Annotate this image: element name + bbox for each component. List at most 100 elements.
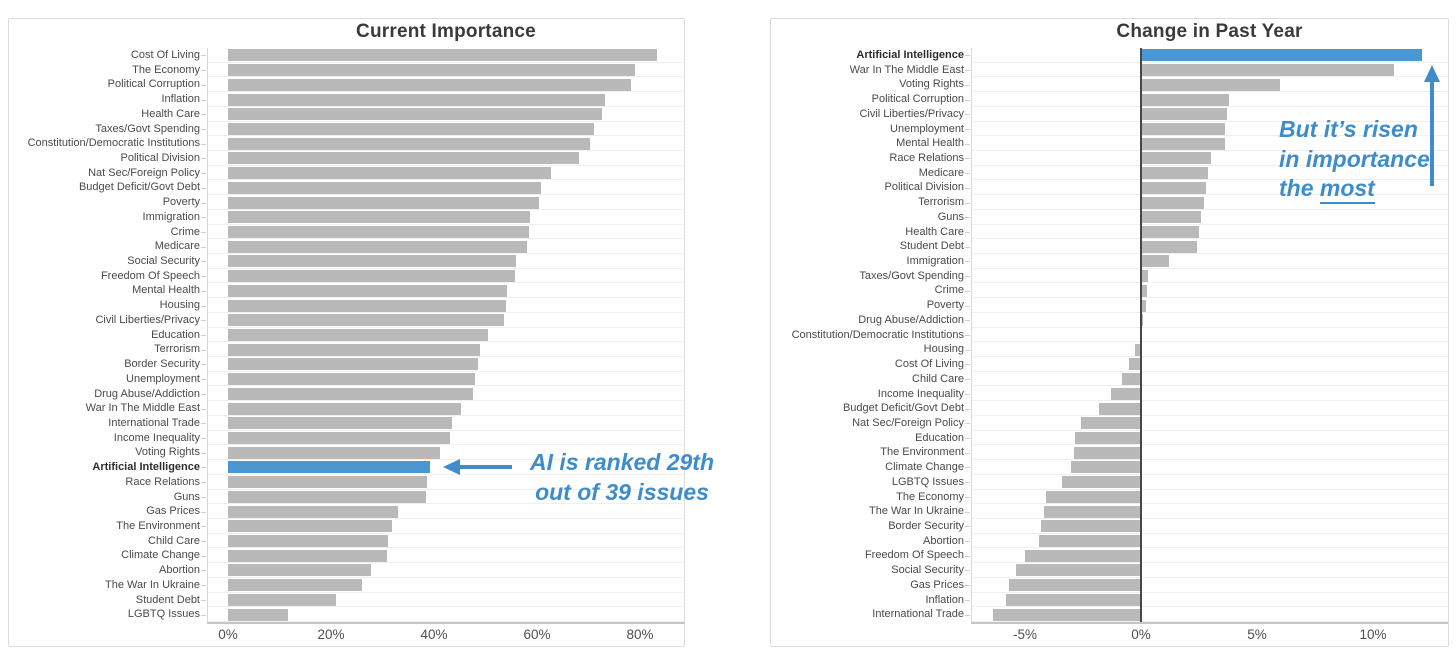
bar <box>228 93 606 106</box>
grid-row <box>971 136 1448 151</box>
y-axis-label: Gas Prices <box>910 578 964 591</box>
x-tick-label: 80% <box>626 627 654 642</box>
grid-row <box>207 578 685 593</box>
grid-row <box>971 490 1448 505</box>
y-tick-mark <box>965 599 970 601</box>
bar <box>1006 593 1141 606</box>
y-axis-label: International Trade <box>108 416 200 429</box>
bar <box>228 284 507 297</box>
bar <box>228 579 362 592</box>
y-axis-label: The Environment <box>116 519 200 532</box>
y-axis-label: Border Security <box>888 519 964 532</box>
grid-row <box>207 313 685 328</box>
y-axis-label: The War In Ukraine <box>105 578 200 591</box>
y-tick-mark <box>201 261 206 263</box>
y-tick-mark <box>965 364 970 366</box>
grid-row <box>207 519 685 534</box>
y-axis-label: Crime <box>170 225 200 238</box>
y-tick-mark <box>201 217 206 219</box>
y-tick-mark <box>201 393 206 395</box>
y-axis-label: Immigration <box>906 255 964 268</box>
y-axis-label: Border Security <box>124 358 200 371</box>
y-tick-mark <box>201 276 206 278</box>
grid-row <box>207 387 685 402</box>
y-tick-mark <box>965 335 970 336</box>
y-tick-mark <box>201 467 206 469</box>
y-tick-mark <box>965 261 970 263</box>
y-axis-label: Voting Rights <box>899 78 964 91</box>
grid-row <box>971 534 1448 549</box>
y-axis-label: Constitution/Democratic Institutions <box>791 328 964 341</box>
y-axis-label: Race Relations <box>889 152 964 165</box>
y-tick-mark <box>965 438 970 440</box>
y-axis-label: Race Relations <box>125 475 200 488</box>
annotation-line: in importance <box>1279 145 1430 172</box>
bar <box>228 520 392 533</box>
y-axis-spine <box>971 48 972 622</box>
y-tick-mark <box>965 55 970 57</box>
y-tick-mark <box>965 496 970 498</box>
bar <box>228 387 474 400</box>
y-tick-mark <box>201 99 206 101</box>
grid-row <box>207 607 685 622</box>
grid-row <box>207 504 685 519</box>
grid-row <box>971 313 1448 328</box>
y-axis-label: Artificial Intelligence <box>856 49 964 61</box>
bar <box>1071 461 1141 474</box>
y-tick-mark <box>965 202 970 204</box>
y-axis-label: Unemployment <box>890 122 964 135</box>
x-axis-tick-labels: 0% 20% 40% 60% 80% <box>9 627 684 647</box>
bar <box>228 122 595 135</box>
y-tick-mark <box>965 246 970 248</box>
y-tick-mark <box>965 320 970 322</box>
bar <box>228 593 337 606</box>
grid-row <box>207 401 685 416</box>
grid-row <box>207 151 685 166</box>
bar <box>1141 167 1209 180</box>
arrow-shaft <box>1430 80 1434 186</box>
y-axis-label: Drug Abuse/Addiction <box>94 387 200 400</box>
grid-row <box>207 180 685 196</box>
y-tick-mark <box>965 423 970 425</box>
y-tick-mark <box>201 555 206 557</box>
y-tick-mark <box>965 128 970 130</box>
y-axis-label: Abortion <box>923 534 964 547</box>
annotation-line: out of 39 issues <box>535 479 709 505</box>
y-axis-label: Cost Of Living <box>130 49 200 61</box>
bar <box>228 49 657 62</box>
bar <box>228 240 528 253</box>
y-axis-label: The War In Ukraine <box>869 505 964 518</box>
bar <box>228 549 387 562</box>
y-axis-label: Drug Abuse/Addiction <box>858 313 964 326</box>
grid-row <box>207 593 685 608</box>
grid-row <box>207 298 685 313</box>
grid-row <box>971 195 1448 210</box>
bar <box>228 152 580 165</box>
chart-panel-change-past-year: Change in Past Year Artificial Intellige… <box>770 18 1449 647</box>
bar <box>1122 373 1141 386</box>
y-axis-label: Civil Liberties/Privacy <box>95 313 200 326</box>
x-tick-label: 0% <box>1131 627 1151 642</box>
bar <box>228 446 441 459</box>
y-axis-label: Climate Change <box>121 549 200 562</box>
y-tick-mark <box>201 128 206 130</box>
y-axis-label: Student Debt <box>135 593 200 606</box>
bar <box>1099 402 1141 415</box>
bar <box>228 476 427 489</box>
plot-area <box>965 48 1448 622</box>
grid-row <box>207 225 685 240</box>
y-axis-label: Social Security <box>127 255 200 268</box>
bar <box>228 505 398 518</box>
annotation-line: the most <box>1279 174 1430 204</box>
y-tick-mark <box>965 305 970 307</box>
y-axis-label: Freedom Of Speech <box>864 549 964 562</box>
y-tick-mark <box>965 187 970 189</box>
y-tick-mark <box>201 599 206 601</box>
bar <box>228 358 478 371</box>
bar <box>1141 152 1211 165</box>
grid-row <box>207 534 685 549</box>
grid-row <box>971 122 1448 137</box>
bar <box>228 373 476 386</box>
y-axis-label: Mental Health <box>896 137 964 150</box>
arrow-shaft <box>459 465 512 469</box>
